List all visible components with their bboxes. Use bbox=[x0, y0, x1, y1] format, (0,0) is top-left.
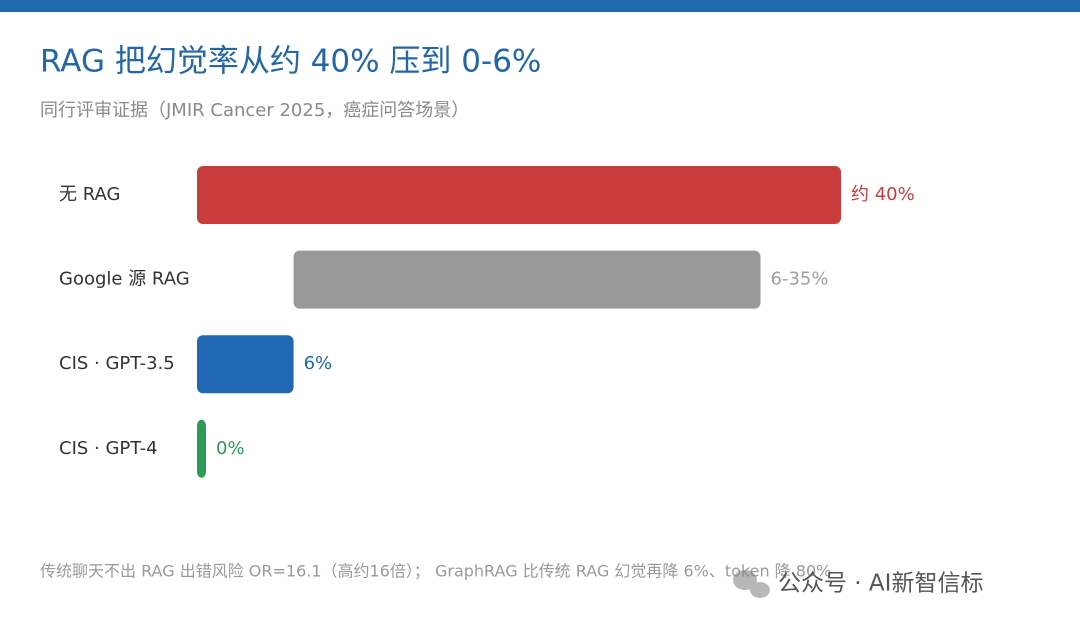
bar bbox=[197, 166, 841, 224]
category-label: CIS · GPT-4 bbox=[59, 438, 158, 459]
chart-subtitle: 同行评审证据（JMIR Cancer 2025，癌症问答场景） bbox=[40, 100, 469, 121]
category-label: Google 源 RAG bbox=[59, 269, 190, 290]
value-label: 6% bbox=[304, 353, 333, 374]
category-label: CIS · GPT-3.5 bbox=[59, 353, 175, 374]
value-label: 0% bbox=[216, 438, 245, 459]
category-label: 无 RAG bbox=[59, 184, 120, 205]
bar bbox=[293, 250, 761, 309]
top-band bbox=[0, 0, 1080, 12]
watermark: 公众号 · AI新智信标 bbox=[778, 571, 983, 597]
footnote: 传统聊天不出 RAG 出错风险 OR=16.1（高约16倍）； GraphRAG… bbox=[40, 562, 831, 581]
bar bbox=[197, 419, 206, 478]
watermark-icon bbox=[733, 570, 770, 598]
value-label: 约 40% bbox=[851, 184, 915, 205]
value-label: 6-35% bbox=[771, 269, 829, 290]
bar bbox=[197, 335, 294, 394]
chart-title: RAG 把幻觉率从约 40% 压到 0-6% bbox=[40, 44, 541, 80]
